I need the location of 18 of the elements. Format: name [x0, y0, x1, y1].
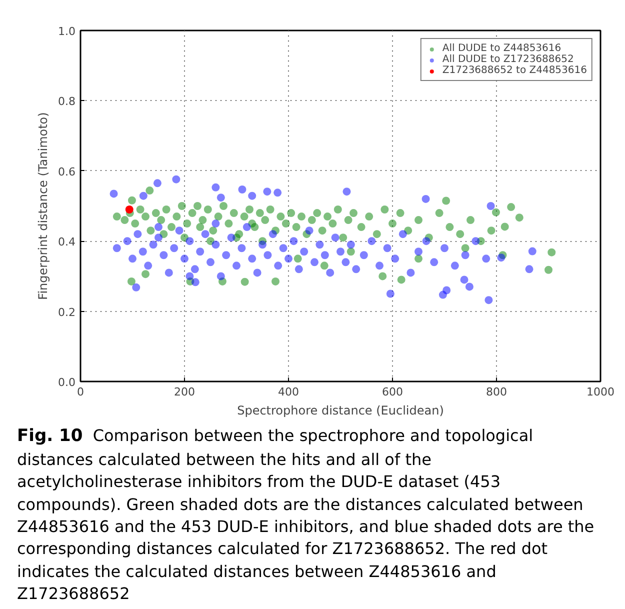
caption: Fig. 10: [17, 426, 83, 446]
y-tick-label: 0.6: [58, 165, 76, 178]
x-tick-label: 1000: [586, 386, 615, 398]
x-tick-label: 400: [278, 386, 299, 398]
legend-label: All DUDE to Z44853616: [442, 43, 562, 54]
y-tick-label: 0.2: [58, 306, 76, 319]
y-axis-title: Fingerprint distance (Tanimoto): [36, 112, 50, 300]
x-tick-label: 0: [77, 386, 84, 398]
y-tick-label: 0.8: [58, 95, 76, 108]
legend-label: All DUDE to Z1723688652: [442, 54, 574, 65]
legend-label: Z1723688652 to Z44853616: [442, 65, 587, 76]
y-tick-label: 0.0: [58, 376, 76, 389]
x-tick-label: 800: [486, 386, 507, 398]
x-tick-label: 200: [174, 386, 195, 398]
x-tick-label: 600: [382, 386, 403, 398]
y-tick-label: 0.4: [58, 236, 76, 249]
y-tick-label: 1.0: [58, 25, 76, 38]
x-axis-title: Spectrophore distance (Euclidean): [237, 404, 444, 418]
